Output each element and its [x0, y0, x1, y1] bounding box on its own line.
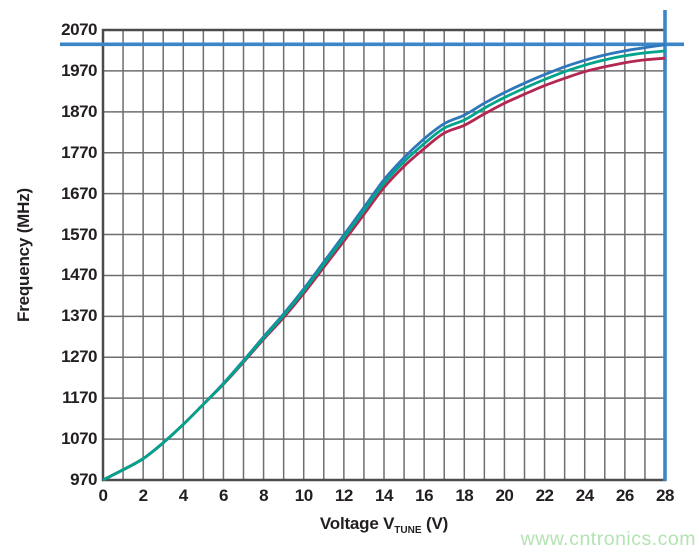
y-axis-tick-label: 1970: [61, 60, 97, 80]
x-axis-title-unit: (V): [421, 514, 449, 533]
y-axis-tick-label: 1170: [62, 388, 97, 408]
x-axis-tick-label: 8: [259, 486, 269, 505]
x-axis-tick-label: 22: [535, 486, 554, 505]
x-axis-tick-label: 14: [375, 486, 393, 505]
x-axis-tick-label: 26: [615, 486, 634, 505]
y-axis-tick-label: 1070: [61, 429, 97, 449]
x-axis-tick-label: 6: [218, 486, 228, 505]
x-axis-tick-label: 24: [575, 486, 594, 505]
y-axis-tick-label: 1870: [61, 101, 97, 121]
x-axis-tick-label: 4: [178, 486, 188, 505]
y-axis-title: Frequency (MHz): [14, 188, 33, 322]
y-axis-tick-label: 970: [70, 470, 97, 489]
x-axis-tick-label: 12: [334, 486, 353, 505]
y-axis-tick-label: 1670: [61, 183, 97, 203]
curve-middle-green: [102, 49, 666, 482]
x-axis-title: Voltage VTUNE (V): [320, 514, 448, 536]
x-axis-tick-label: 16: [415, 486, 434, 505]
x-axis-tick-label: 2: [138, 486, 148, 505]
x-axis-tick-label: 18: [455, 486, 474, 505]
x-axis-title-subscript: TUNE: [394, 525, 422, 536]
y-axis-tick-label: 1370: [61, 306, 97, 326]
y-axis-tick-label: 1770: [61, 142, 97, 162]
x-axis-title-text: Voltage V: [319, 514, 395, 533]
x-axis-tick-label: 20: [495, 486, 514, 505]
x-axis-tick-label: 28: [656, 486, 674, 505]
y-axis-tick-label: 1470: [61, 265, 97, 285]
y-axis-tick-label: 2070: [61, 20, 97, 39]
x-axis-tick-label: 0: [98, 486, 108, 505]
watermark: www.cntronics.com: [520, 528, 696, 550]
x-axis-tick-label: 10: [294, 486, 313, 505]
y-axis-tick-label: 1570: [61, 224, 97, 244]
y-axis-tick-label: 1270: [61, 347, 97, 367]
